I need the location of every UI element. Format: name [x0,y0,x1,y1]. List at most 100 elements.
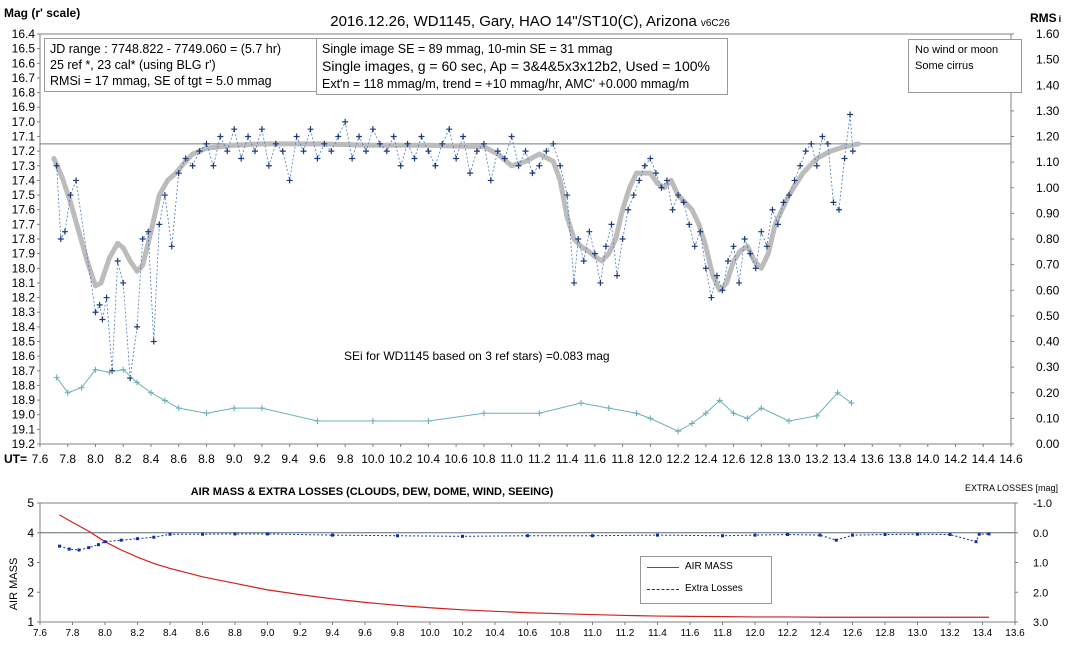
y2-tick-label: 0.0 [1033,528,1048,540]
magnitude-point [439,140,446,147]
magnitude-point [369,126,376,133]
magnitude-point [769,206,776,213]
x-tick-label: 7.8 [59,452,76,466]
x-tick-label: 9.6 [358,628,372,639]
y-tick-label: 18.1 [12,276,36,290]
legend-label: Extra Losses [685,583,743,594]
x-tick-label: 8.8 [198,452,215,466]
magnitude-point [697,228,704,235]
extra-losses-point [721,534,724,538]
magnitude-point [575,236,582,242]
y2-tick-label: 0.50 [1036,309,1060,323]
magnitude-point [175,170,182,177]
extra-losses-point [87,546,91,550]
y-tick-label: 17.2 [12,144,36,158]
x-tick-label: 8.0 [98,628,112,639]
magnitude-point [680,199,687,206]
rms-point [758,405,765,412]
y-tick-label: 16.7 [12,71,36,85]
rms-point [134,379,141,386]
y2-tick-label: 0.30 [1036,360,1060,374]
x-tick-label: 14.0 [916,452,940,466]
magnitude-point [53,162,60,169]
extra-losses-point [851,533,854,537]
y2-tick-label: 1.20 [1036,130,1060,144]
y2-tick-label: 1.60 [1036,27,1060,41]
bottom-y-label: AIR MASS [8,558,20,611]
chart-title: 2016.12.26, WD1145, Gary, HAO 14"/ST10(C… [330,13,730,30]
magnitude-point [508,133,515,140]
magnitude-point [103,294,110,301]
y-tick-label: 3 [27,556,34,570]
x-tick-label: 13.0 [777,452,801,466]
extra-losses-point [974,540,978,544]
extra-losses-point [834,538,838,542]
x-tick-label: 13.6 [1005,628,1025,639]
magnitude-point [390,133,397,140]
x-tick-label: 10.8 [550,628,570,639]
magnitude-point [134,323,141,330]
magnitude-point [293,133,300,140]
magnitude-point [774,221,781,228]
y-tick-label: 18.8 [12,378,36,392]
rms-point [78,384,85,391]
magnitude-point [397,162,404,169]
extra-losses-point [916,532,919,536]
magnitude-point [238,155,245,162]
magnitude-point [819,133,826,140]
x-tick-label: 9.8 [337,452,354,466]
legend-label: AIR MASS [685,561,733,572]
x-tick-label: 10.0 [420,628,440,639]
magnitude-point [376,140,383,147]
magnitude-point [182,155,189,162]
magnitude-point [286,177,293,184]
y2-tick-label: 0.60 [1036,283,1060,297]
magnitude-point [747,250,754,257]
x-tick-label: 8.2 [131,628,145,639]
extra-losses-point [136,537,139,541]
x-tick-label: 11.2 [616,628,635,639]
magnitude-point [245,133,252,140]
x-tick-label: 12.8 [875,628,895,639]
info-line: Ext'n = 118 mmag/m, trend = +10 mmag/hr,… [322,77,690,91]
magnitude-point [758,228,765,235]
rms-point [834,389,841,396]
magnitude-point [480,140,487,147]
info-line: No wind or moon [915,44,999,56]
extra-losses-point [396,534,399,538]
magnitude-point [217,133,224,140]
y2-tick-label: -1.0 [1033,498,1052,510]
magnitude-point [543,148,550,155]
rms-point [848,400,855,406]
magnitude-point [691,243,698,250]
magnitude-point [224,148,231,155]
magnitude-point [335,133,342,140]
legend-entry-airmass: AIR MASS [641,557,771,579]
y-tick-label: 18.9 [12,393,36,407]
magnitude-point [404,140,411,147]
rms-point [106,369,113,376]
rms-point [577,400,584,406]
rms-point [605,405,612,412]
x-tick-label: 12.4 [694,452,718,466]
x-tick-label: 8.4 [163,628,177,639]
x-tick-label: 10.6 [518,628,538,639]
legend-swatch [647,567,679,568]
magnitude-point [849,148,856,155]
extra-losses-point [77,548,81,552]
rms-point [53,374,60,381]
y2-tick-label: 1.00 [1036,181,1060,195]
info-box-left: JD range : 7748.822 - 7749.060 = (5.7 hr… [44,38,321,92]
magnitude-point [446,126,453,133]
magnitude-point [708,294,715,301]
airmass-line [59,514,989,618]
magnitude-point [418,133,425,140]
magnitude-point [824,140,831,147]
x-tick-label: 10.4 [417,452,441,466]
magnitude-point [300,148,307,155]
x-tick-label: 12.0 [745,628,765,639]
extra-losses-point [152,535,156,539]
magnitude-point [196,148,203,155]
x-tick-label: 12.0 [639,452,663,466]
x-tick-label: 11.2 [528,452,551,466]
